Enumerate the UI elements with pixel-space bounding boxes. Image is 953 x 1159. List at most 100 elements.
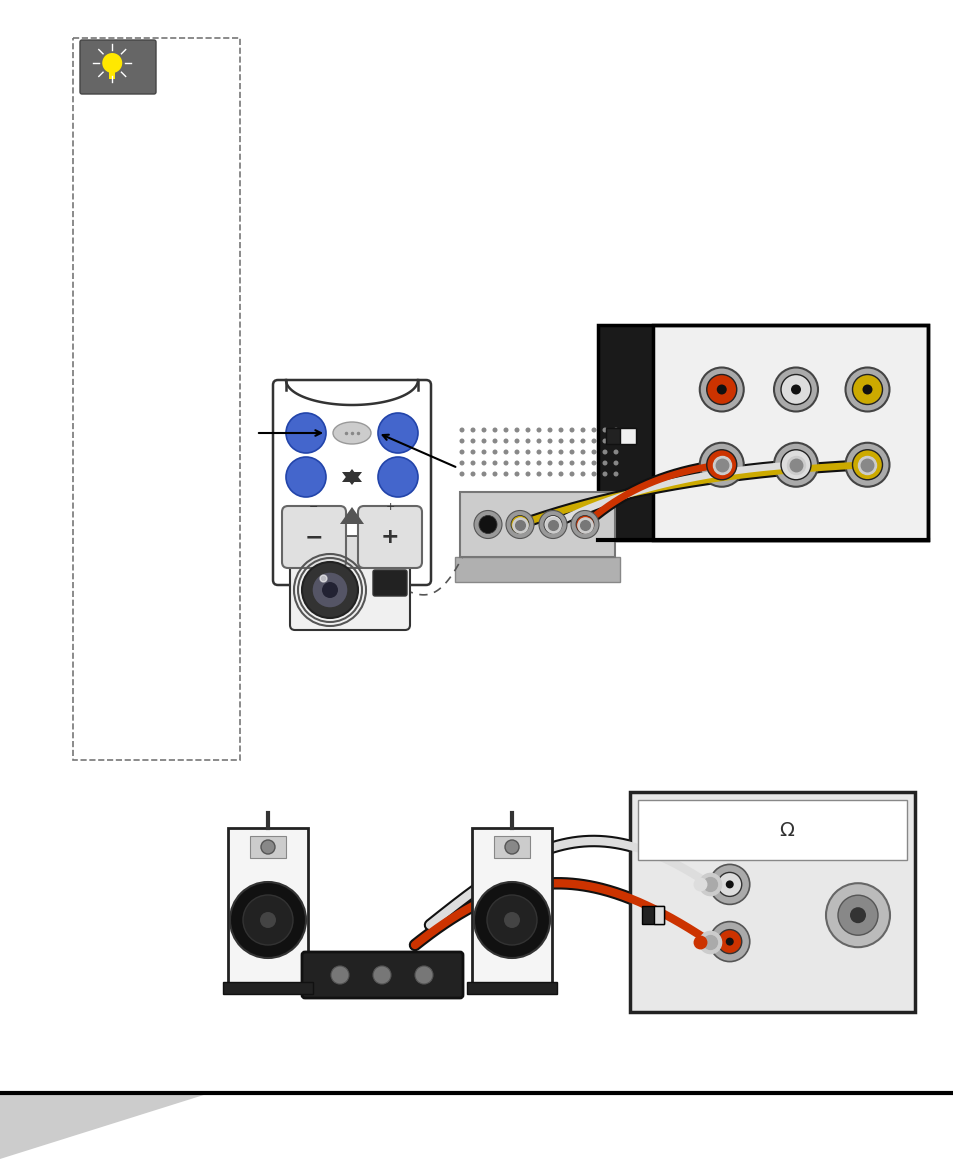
Circle shape xyxy=(569,450,574,454)
Bar xyxy=(638,800,906,860)
Circle shape xyxy=(579,438,585,444)
Circle shape xyxy=(717,930,741,954)
FancyBboxPatch shape xyxy=(472,828,552,983)
Circle shape xyxy=(569,460,574,466)
FancyBboxPatch shape xyxy=(290,555,410,630)
Circle shape xyxy=(486,895,537,945)
Bar xyxy=(467,982,557,994)
Circle shape xyxy=(536,460,541,466)
Circle shape xyxy=(862,385,872,394)
FancyBboxPatch shape xyxy=(315,535,409,568)
Bar xyxy=(494,836,530,858)
Bar xyxy=(652,325,927,540)
Circle shape xyxy=(558,472,563,476)
Circle shape xyxy=(725,881,733,889)
Circle shape xyxy=(602,460,607,466)
Circle shape xyxy=(503,460,508,466)
Circle shape xyxy=(481,428,486,432)
Circle shape xyxy=(706,374,736,404)
Circle shape xyxy=(302,562,357,618)
Text: Ω: Ω xyxy=(779,821,793,839)
FancyBboxPatch shape xyxy=(302,952,462,998)
Circle shape xyxy=(699,367,743,411)
Circle shape xyxy=(377,413,417,453)
Circle shape xyxy=(569,428,574,432)
Circle shape xyxy=(602,450,607,454)
Circle shape xyxy=(558,460,563,466)
Bar xyxy=(110,71,115,79)
Circle shape xyxy=(474,882,550,958)
Circle shape xyxy=(569,472,574,476)
Circle shape xyxy=(481,438,486,444)
Circle shape xyxy=(543,516,561,533)
Circle shape xyxy=(536,438,541,444)
Circle shape xyxy=(709,921,749,962)
Circle shape xyxy=(514,460,519,466)
Circle shape xyxy=(536,450,541,454)
Circle shape xyxy=(514,438,519,444)
Circle shape xyxy=(725,938,733,946)
Circle shape xyxy=(844,367,888,411)
Polygon shape xyxy=(341,472,361,484)
Circle shape xyxy=(538,510,566,539)
Text: −: − xyxy=(304,527,323,547)
Circle shape xyxy=(525,472,530,476)
FancyBboxPatch shape xyxy=(80,41,156,94)
Circle shape xyxy=(547,450,552,454)
Circle shape xyxy=(558,438,563,444)
Circle shape xyxy=(613,460,618,466)
Circle shape xyxy=(717,873,741,896)
Circle shape xyxy=(579,450,585,454)
Polygon shape xyxy=(0,1093,210,1159)
Circle shape xyxy=(579,472,585,476)
Bar xyxy=(73,38,240,760)
Circle shape xyxy=(322,582,337,598)
Circle shape xyxy=(579,428,585,432)
Circle shape xyxy=(558,428,563,432)
Circle shape xyxy=(547,460,552,466)
Circle shape xyxy=(331,965,349,984)
Circle shape xyxy=(514,472,519,476)
Circle shape xyxy=(709,865,749,904)
Circle shape xyxy=(481,450,486,454)
Circle shape xyxy=(781,374,810,404)
Circle shape xyxy=(547,472,552,476)
Circle shape xyxy=(852,450,882,480)
Circle shape xyxy=(470,450,475,454)
Circle shape xyxy=(459,438,464,444)
Circle shape xyxy=(286,457,326,497)
Ellipse shape xyxy=(333,422,371,444)
Bar xyxy=(455,557,619,582)
Circle shape xyxy=(525,438,530,444)
Circle shape xyxy=(591,428,596,432)
Bar xyxy=(598,325,652,540)
Circle shape xyxy=(415,965,433,984)
Circle shape xyxy=(613,472,618,476)
Circle shape xyxy=(773,367,817,411)
Circle shape xyxy=(844,443,888,487)
Circle shape xyxy=(576,516,594,533)
Circle shape xyxy=(579,460,585,466)
Circle shape xyxy=(459,460,464,466)
Circle shape xyxy=(591,438,596,444)
FancyBboxPatch shape xyxy=(373,570,407,596)
Polygon shape xyxy=(339,506,364,524)
Circle shape xyxy=(536,472,541,476)
Circle shape xyxy=(849,907,865,924)
Circle shape xyxy=(503,428,508,432)
Circle shape xyxy=(503,912,519,928)
Circle shape xyxy=(699,443,743,487)
Circle shape xyxy=(505,510,534,539)
Circle shape xyxy=(525,450,530,454)
Text: +: + xyxy=(380,527,399,547)
Circle shape xyxy=(470,460,475,466)
Circle shape xyxy=(503,472,508,476)
Bar xyxy=(619,428,636,444)
Circle shape xyxy=(613,428,618,432)
FancyBboxPatch shape xyxy=(273,380,431,585)
Bar xyxy=(250,836,286,858)
Circle shape xyxy=(706,450,736,480)
Circle shape xyxy=(773,443,817,487)
Circle shape xyxy=(613,438,618,444)
Circle shape xyxy=(492,450,497,454)
